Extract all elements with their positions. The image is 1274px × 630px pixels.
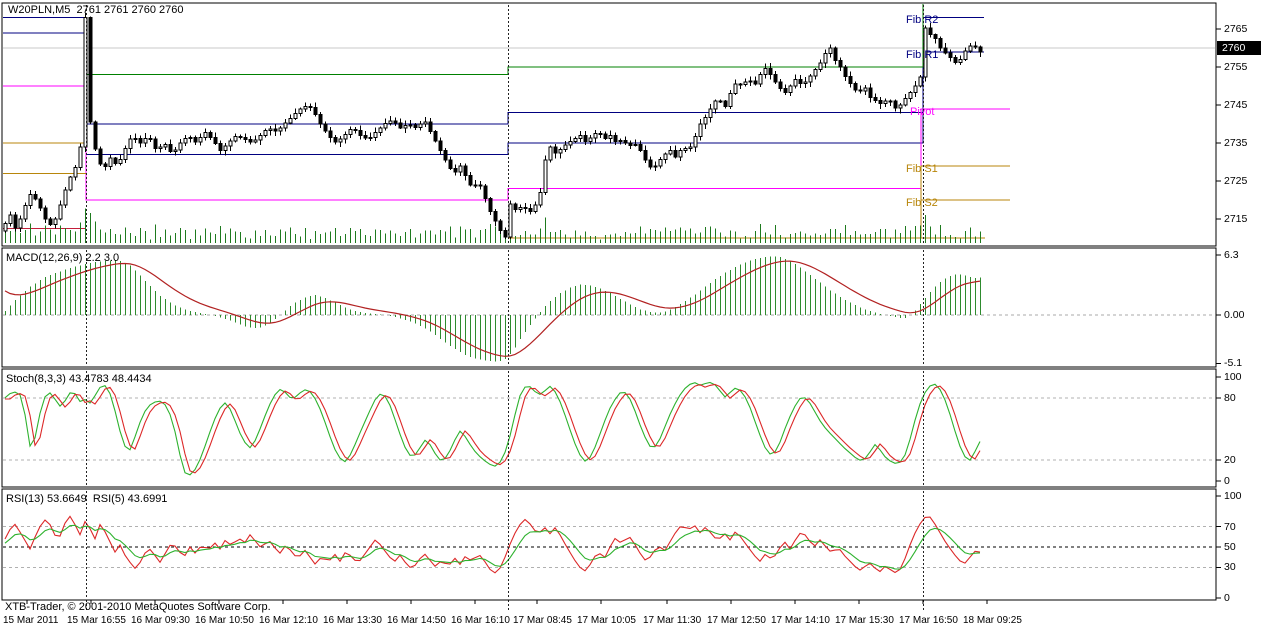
- price-tick-label: 2745: [1224, 99, 1248, 111]
- fib-line-label: Pivot: [910, 106, 935, 118]
- rsi-tick-label: 30: [1224, 561, 1236, 574]
- stoch-tick-label: 0: [1224, 475, 1230, 487]
- stoch-tick-label: 80: [1224, 391, 1236, 404]
- price-tick-label: 2725: [1224, 175, 1248, 187]
- stoch-tick-label: 100: [1224, 371, 1242, 383]
- time-label: 16 Mar 13:30: [323, 615, 382, 626]
- price-tick-label: 2755: [1224, 61, 1248, 73]
- day-separator-lines: [86, 5, 924, 612]
- time-label: 16 Mar 16:10: [451, 615, 510, 626]
- time-label: 17 Mar 15:30: [835, 615, 894, 626]
- time-label: 18 Mar 09:25: [963, 615, 1022, 626]
- time-label: 16 Mar 12:10: [259, 615, 318, 626]
- macd-tick-label: 6.3: [1224, 249, 1239, 262]
- fib-line-label: Fib R1: [906, 49, 939, 61]
- macd-indicator-label: MACD(12,26,9) 2.2 3.0: [6, 252, 120, 264]
- rsi-fast-line: [4, 515, 981, 574]
- axis-ticks: [26, 28, 1221, 604]
- price-tick-label: 2715: [1224, 213, 1248, 225]
- macd-histogram: [5, 256, 981, 362]
- stoch-main-line: [4, 381, 981, 476]
- stoch-tick-label: 20: [1224, 454, 1236, 467]
- rsi-tick-label: 70: [1224, 520, 1236, 533]
- chart-symbol-title: W20PLN,M5 2761 2761 2760 2760: [8, 4, 184, 16]
- macd-tick-label: -5.1: [1224, 357, 1243, 370]
- time-label: 16 Mar 10:50: [195, 615, 254, 626]
- time-label: 17 Mar 11:30: [643, 615, 702, 626]
- price-tick-label: 2735: [1224, 137, 1248, 149]
- time-label: 16 Mar 14:50: [387, 615, 446, 626]
- price-tick-label: 2765: [1224, 23, 1248, 35]
- pane-borders: [1, 2, 1217, 601]
- current-price-tag: 2760: [1217, 41, 1261, 55]
- macd-signal-line: [4, 260, 981, 357]
- time-label: 17 Mar 10:05: [577, 615, 636, 626]
- time-label: 17 Mar 16:50: [899, 615, 958, 626]
- rsi-tick-label: 100: [1224, 490, 1242, 502]
- rsi-indicator-label: RSI(13) 53.6649 RSI(5) 43.6991: [6, 493, 168, 505]
- time-label: 15 Mar 16:55: [67, 615, 126, 626]
- fib-line-label: Fib R2: [906, 14, 939, 26]
- pane-backgrounds: [2, 3, 1216, 600]
- candles: [3, 12, 983, 240]
- macd-tick-label: 0.00: [1224, 309, 1245, 321]
- time-label: 16 Mar 09:30: [131, 615, 190, 626]
- time-label: 17 Mar 12:50: [707, 615, 766, 626]
- time-label: 17 Mar 08:45: [513, 615, 572, 626]
- stoch-indicator-label: Stoch(8,3,3) 43.4783 48.4434: [6, 373, 152, 385]
- indicator-level-lines: [3, 314, 1215, 568]
- copyright-text: XTB-Trader, © 2001-2010 MetaQuotes Softw…: [5, 601, 271, 613]
- rsi-slow-line: [4, 524, 981, 570]
- fib-line-label: Fib S1: [906, 163, 938, 175]
- stoch-signal-line: [5, 383, 981, 474]
- rsi-tick-label: 50: [1224, 541, 1236, 553]
- time-label: 15 Mar 2011: [3, 615, 59, 626]
- rsi-tick-label: 0: [1224, 592, 1230, 604]
- fib-line-label: Fib S2: [906, 197, 938, 209]
- time-label: 17 Mar 14:10: [771, 615, 830, 626]
